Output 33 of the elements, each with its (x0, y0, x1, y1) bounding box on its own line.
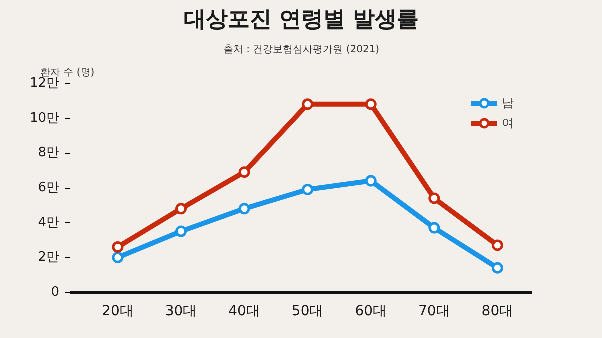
point (428, 192, 440, 204)
legend-label: 여 (502, 114, 515, 132)
y-tick-label: 10만 (30, 110, 60, 126)
x-tick-label: 80대 (482, 304, 514, 320)
y-axis-title: 환자 수 (명) (40, 68, 95, 78)
y-tick-label: 8만 (38, 146, 60, 161)
x-tick-label: 30대 (165, 304, 198, 320)
y-tick-label: 6만 (38, 180, 60, 196)
x-tick-label: 70대 (418, 304, 450, 320)
point (302, 184, 314, 196)
point (428, 222, 440, 234)
legend-label: 남 (502, 94, 515, 112)
y-tick-label: 2만 (38, 250, 60, 266)
x-tick-label: 60대 (355, 304, 388, 320)
point (176, 226, 188, 238)
y-tick-label: 12만 (30, 76, 60, 91)
chart-title: 대상포진 연령별 발생률 (184, 8, 420, 32)
x-tick-label: 40대 (228, 304, 260, 320)
x-tick-label: 50대 (292, 304, 324, 320)
point (112, 252, 124, 264)
point (492, 262, 504, 274)
point (238, 166, 250, 178)
point (112, 241, 124, 253)
point (492, 240, 504, 252)
x-tick-label: 20대 (102, 304, 134, 320)
point (365, 98, 377, 110)
y-tick-label: 4만 (38, 215, 60, 230)
point (365, 175, 377, 187)
source-note: 출처 : 건강보험심사평가원 (2021) (223, 44, 380, 56)
point (176, 203, 188, 215)
point (302, 98, 314, 110)
point (238, 203, 250, 215)
y-tick-label: 0 (51, 285, 60, 300)
